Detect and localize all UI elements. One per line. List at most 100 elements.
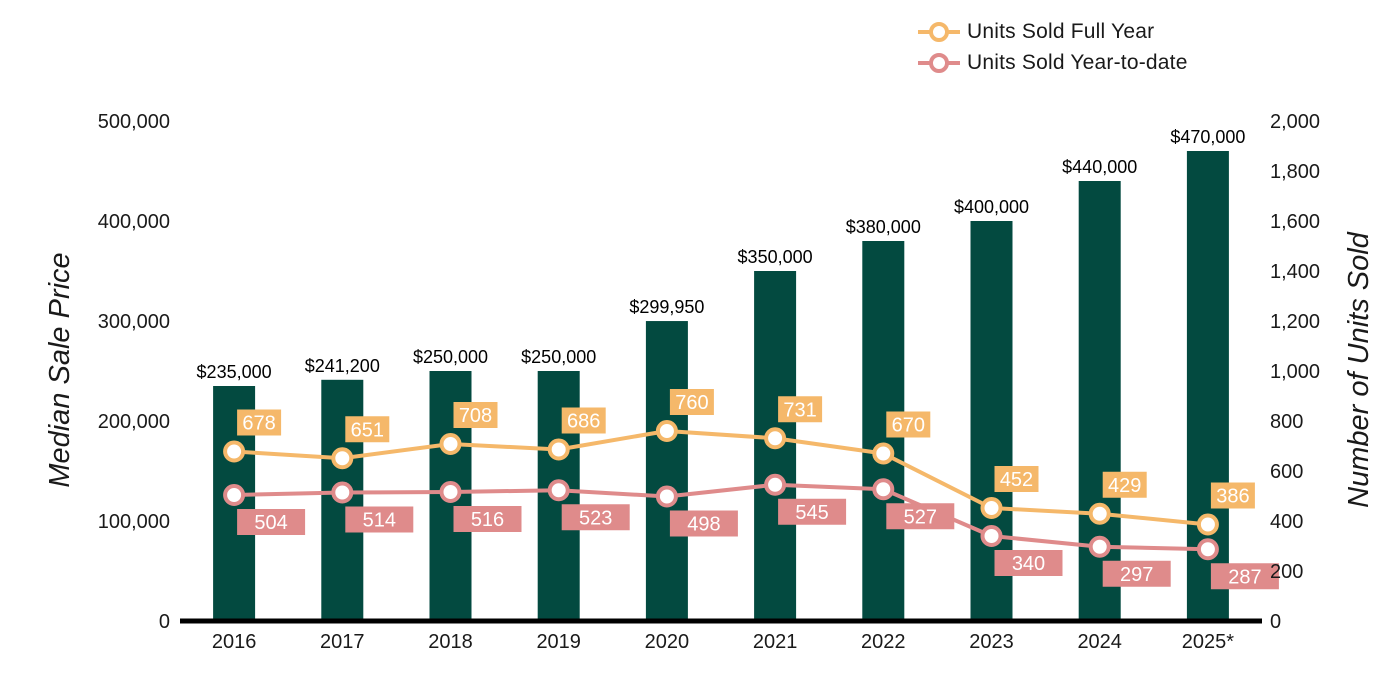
legend-item-ytd[interactable]: Units Sold Year-to-date [918, 47, 1188, 78]
y2-tick-label: 400 [1270, 511, 1303, 533]
bars-layer [213, 151, 1229, 621]
x-tick-label: 2019 [536, 631, 581, 653]
y-tick-label: 500,000 [98, 111, 170, 133]
series-point [1088, 502, 1111, 525]
series-point [547, 438, 570, 461]
bar-value-label: $299,950 [629, 297, 704, 317]
bar-value-label: $241,200 [305, 356, 380, 376]
y2-tick-label: 1,800 [1270, 161, 1320, 183]
data-label-box [453, 506, 522, 532]
data-label-box [237, 409, 282, 436]
data-label: 670 [892, 415, 925, 437]
x-tick-label: 2017 [320, 631, 365, 653]
series-point [980, 525, 1003, 547]
x-tick-label: 2016 [212, 631, 257, 653]
series-point [439, 433, 462, 455]
series-line-0 [233, 429, 1209, 527]
y2-tick-label: 0 [1270, 611, 1281, 633]
data-label: 545 [795, 502, 828, 524]
data-label: 340 [1012, 553, 1045, 575]
series-point [223, 440, 246, 463]
data-label: 760 [675, 392, 708, 414]
data-label: 731 [783, 399, 816, 421]
series-point [439, 481, 462, 503]
series-point [1196, 513, 1219, 536]
bar-value-label: $380,000 [846, 217, 921, 237]
data-label: 523 [579, 507, 612, 529]
series-point [655, 485, 678, 508]
data-label-box [886, 503, 955, 530]
y2-tick-label: 1,200 [1270, 311, 1320, 333]
legend-item-full-year[interactable]: Units Sold Full Year [918, 16, 1188, 47]
legend: Units Sold Full Year Units Sold Year-to-… [918, 16, 1188, 78]
data-label: 429 [1108, 475, 1141, 497]
series-point [764, 427, 787, 450]
x-tick-label: 2023 [969, 631, 1014, 653]
legend-swatch-full-year [918, 17, 960, 47]
y-axis-title: Median Sale Price [44, 252, 76, 487]
x-tick-label: 2021 [753, 631, 798, 653]
data-label-box [561, 407, 606, 434]
y2-tick-label: 1,400 [1270, 261, 1320, 283]
y2-tick-label: 600 [1270, 461, 1303, 483]
data-label-box [453, 402, 498, 428]
bar-value-label: $250,000 [521, 347, 596, 367]
data-label: 651 [351, 419, 384, 441]
data-label: 287 [1228, 566, 1261, 588]
legend-marker-ytd [929, 52, 949, 73]
data-label: 527 [904, 506, 937, 528]
x-tick-label: 2022 [861, 631, 906, 653]
data-label-box [1102, 471, 1147, 498]
y-tick-label: 300,000 [98, 311, 170, 333]
labels-layer: $235,000 $241,200 $250,000 $250,000 $299,950… [197, 127, 1279, 590]
bar-value-label: $350,000 [738, 247, 813, 267]
data-label-box [886, 411, 931, 438]
data-label: 504 [254, 512, 287, 534]
legend-label-full-year: Units Sold Full Year [967, 19, 1155, 43]
series-point [872, 478, 895, 501]
y-tick-label: 400,000 [98, 211, 170, 233]
series-point [1196, 538, 1219, 561]
series-point [223, 484, 246, 506]
data-label: 498 [687, 514, 720, 536]
series-point [764, 473, 787, 496]
y2-tick-label: 1,000 [1270, 361, 1320, 383]
data-label: 452 [1000, 469, 1033, 491]
data-label: 514 [363, 510, 396, 532]
data-label: 297 [1120, 564, 1153, 586]
y2-tick-label: 1,600 [1270, 211, 1320, 233]
data-label-box [345, 416, 390, 443]
legend-label-ytd: Units Sold Year-to-date [967, 50, 1188, 74]
data-label: 708 [459, 405, 492, 427]
data-label-box [1102, 560, 1171, 587]
x-tick-label: 2020 [645, 631, 690, 653]
data-label: 386 [1216, 486, 1249, 508]
y-tick-label: 200,000 [98, 411, 170, 433]
x-tick-label: 2018 [428, 631, 473, 653]
lines-layer [223, 420, 1219, 561]
bar-2020 [645, 321, 688, 621]
data-label-box [1210, 482, 1255, 509]
x-tick-label: 2024 [1077, 631, 1122, 653]
data-label-box [237, 509, 306, 535]
series-point [547, 479, 570, 502]
y-tick-label: 0 [159, 611, 170, 633]
x-tick-label: 2025* [1182, 631, 1234, 653]
series-point [331, 447, 354, 470]
y-tick-label: 100,000 [98, 511, 170, 533]
legend-marker-full-year [929, 21, 949, 42]
data-label-box [1210, 563, 1279, 590]
series-point [655, 420, 678, 442]
bar-value-label: $470,000 [1170, 127, 1245, 147]
data-label-box [345, 506, 414, 533]
series-point [980, 497, 1003, 519]
series-point [1088, 535, 1111, 558]
data-label-box [669, 510, 738, 537]
data-label-box [994, 466, 1039, 492]
bar-value-label: $400,000 [954, 197, 1029, 217]
series-point [331, 481, 354, 504]
y2-tick-label: 200 [1270, 561, 1303, 583]
y2-tick-label: 2,000 [1270, 111, 1320, 133]
data-label-box [561, 504, 630, 531]
data-label: 686 [567, 411, 600, 433]
